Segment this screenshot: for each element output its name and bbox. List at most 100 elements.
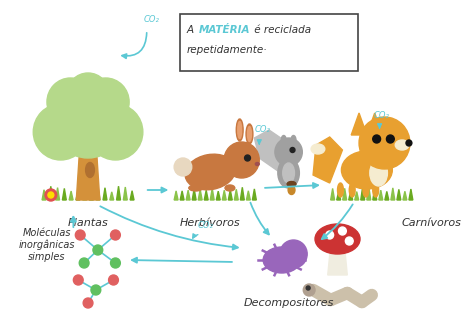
Text: Moléculas
inorgânicas
simples: Moléculas inorgânicas simples — [18, 228, 75, 262]
Polygon shape — [49, 186, 53, 200]
Ellipse shape — [337, 183, 343, 197]
Polygon shape — [240, 187, 244, 200]
Text: repetidamente·: repetidamente· — [187, 45, 267, 55]
Polygon shape — [379, 190, 383, 200]
Circle shape — [346, 237, 353, 245]
Polygon shape — [367, 113, 383, 135]
Ellipse shape — [263, 247, 301, 273]
Text: Plantas: Plantas — [68, 218, 109, 228]
Polygon shape — [409, 189, 413, 200]
Ellipse shape — [291, 135, 296, 144]
Polygon shape — [337, 192, 341, 200]
Ellipse shape — [341, 151, 392, 189]
Circle shape — [47, 78, 94, 126]
Polygon shape — [351, 113, 367, 135]
Ellipse shape — [370, 160, 387, 186]
Circle shape — [174, 158, 192, 176]
Circle shape — [280, 240, 307, 268]
Circle shape — [359, 117, 410, 169]
Circle shape — [275, 138, 302, 166]
Ellipse shape — [283, 163, 294, 183]
Text: MATÉRIA: MATÉRIA — [199, 25, 250, 35]
Ellipse shape — [225, 185, 235, 191]
Polygon shape — [391, 188, 395, 200]
Polygon shape — [331, 188, 335, 200]
Ellipse shape — [349, 183, 355, 197]
Ellipse shape — [247, 126, 251, 142]
Circle shape — [306, 286, 310, 290]
Circle shape — [386, 135, 394, 143]
Ellipse shape — [395, 140, 409, 150]
Polygon shape — [349, 191, 353, 200]
Circle shape — [93, 245, 103, 255]
Ellipse shape — [238, 121, 242, 139]
Text: CO₂: CO₂ — [144, 15, 160, 24]
Circle shape — [33, 104, 88, 160]
Ellipse shape — [373, 183, 379, 197]
Circle shape — [88, 104, 143, 160]
Ellipse shape — [278, 158, 300, 188]
Polygon shape — [216, 191, 220, 200]
Text: Herbívoros: Herbívoros — [180, 218, 241, 228]
Text: Decompositores: Decompositores — [244, 298, 334, 308]
Polygon shape — [192, 189, 196, 200]
Polygon shape — [90, 187, 93, 200]
Text: CO₂: CO₂ — [374, 111, 390, 120]
Ellipse shape — [236, 119, 243, 141]
Polygon shape — [55, 188, 60, 200]
Circle shape — [245, 155, 250, 161]
Polygon shape — [96, 188, 100, 200]
Circle shape — [83, 298, 93, 308]
Ellipse shape — [281, 135, 286, 144]
Circle shape — [290, 148, 295, 153]
Circle shape — [91, 285, 101, 295]
Polygon shape — [82, 192, 87, 200]
Circle shape — [303, 284, 315, 296]
Polygon shape — [110, 192, 114, 200]
Polygon shape — [76, 191, 80, 200]
Polygon shape — [253, 189, 256, 200]
Polygon shape — [367, 186, 371, 200]
Polygon shape — [373, 187, 377, 200]
Text: CO₂: CO₂ — [198, 221, 213, 230]
Polygon shape — [42, 190, 46, 200]
Ellipse shape — [315, 224, 360, 254]
FancyBboxPatch shape — [180, 14, 358, 71]
Circle shape — [82, 78, 129, 126]
Polygon shape — [361, 186, 365, 200]
Circle shape — [110, 230, 120, 240]
Circle shape — [110, 258, 120, 268]
Text: é reciclada: é reciclada — [251, 25, 311, 35]
Text: CO₂: CO₂ — [254, 125, 270, 134]
Ellipse shape — [255, 163, 259, 165]
Ellipse shape — [246, 124, 253, 144]
Circle shape — [75, 230, 85, 240]
Polygon shape — [63, 188, 66, 200]
Text: Carnívoros: Carnívoros — [401, 218, 461, 228]
Polygon shape — [174, 191, 178, 200]
Ellipse shape — [363, 183, 369, 197]
Circle shape — [109, 275, 118, 285]
Polygon shape — [117, 186, 120, 200]
Polygon shape — [355, 192, 359, 200]
Polygon shape — [222, 190, 226, 200]
Polygon shape — [403, 191, 407, 200]
Polygon shape — [103, 188, 107, 200]
Polygon shape — [180, 191, 184, 200]
Ellipse shape — [311, 144, 325, 154]
Circle shape — [406, 140, 412, 146]
Polygon shape — [246, 191, 250, 200]
Circle shape — [45, 189, 57, 201]
Circle shape — [73, 275, 83, 285]
Circle shape — [79, 258, 89, 268]
Circle shape — [326, 231, 334, 239]
Polygon shape — [69, 191, 73, 200]
Polygon shape — [210, 188, 214, 200]
Polygon shape — [186, 190, 190, 200]
Ellipse shape — [86, 163, 94, 178]
Polygon shape — [385, 192, 389, 200]
Polygon shape — [328, 245, 347, 275]
Ellipse shape — [185, 154, 236, 190]
Ellipse shape — [189, 185, 202, 191]
Polygon shape — [76, 140, 100, 200]
